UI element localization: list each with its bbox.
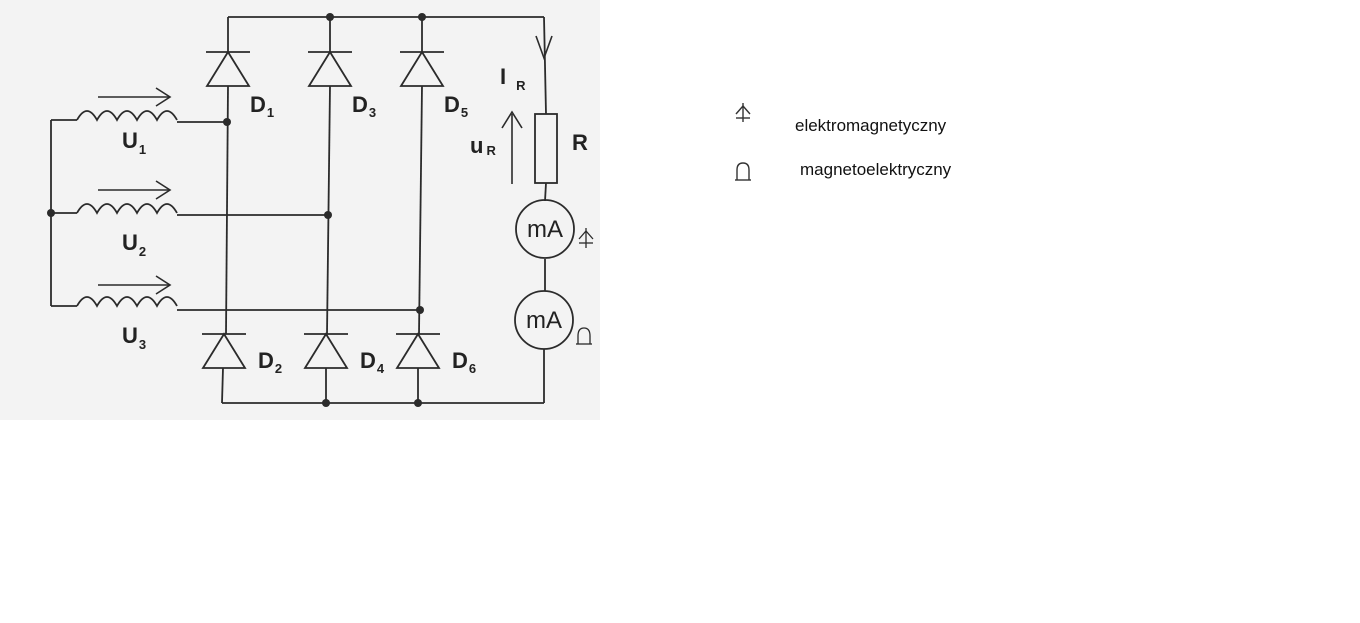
diode-d3-label: D3 (352, 92, 376, 120)
meter-2-label: mA (526, 307, 562, 334)
diode-d4 (303, 332, 349, 369)
diode-d6-label: D6 (452, 348, 476, 376)
column-2-mid-wire (326, 85, 331, 335)
diode-d2-label: D2 (258, 348, 282, 376)
milliammeter-2: mA (514, 290, 574, 350)
meter-1-label: mA (527, 216, 563, 243)
diode-d5-label: D5 (444, 92, 468, 120)
milliammeter-1: mA (515, 199, 575, 259)
voltage-arrow-head (501, 110, 523, 129)
junction-dot (47, 209, 55, 217)
junction-dot (223, 118, 231, 126)
diode-d2 (201, 332, 247, 369)
diode-d1-label: D1 (250, 92, 274, 120)
magnetoelectric-meter-icon (576, 327, 592, 345)
winding-2-arrow (98, 180, 172, 200)
diode-d4-label: D4 (360, 348, 385, 376)
legend-row-magnetoelectric: magnetoelektryczny (730, 158, 1050, 188)
electromagnetic-meter-icon (578, 228, 594, 248)
junction-dot (416, 306, 424, 314)
legend-magnetoelectric-text: magnetoelektryczny (800, 160, 952, 179)
diode-d1 (205, 50, 251, 87)
resistor-label: R (572, 130, 588, 155)
column-1-mid-wire (225, 85, 229, 335)
current-arrow (535, 35, 553, 61)
diode-d3 (307, 50, 353, 87)
magnetoelectric-meter-icon (735, 162, 751, 181)
junction-dot (414, 399, 422, 407)
winding-3-label: U3 (122, 323, 146, 352)
column-1-low-wire (221, 367, 224, 404)
load-wire-r-to-m1 (544, 182, 547, 202)
meter-type-legend: elektromagnetyczny magnetoelektryczny (730, 96, 1050, 196)
legend-row-electromagnetic: elektromagnetyczny (730, 100, 1050, 135)
column-3-mid-wire (418, 85, 423, 335)
junction-dot (324, 211, 332, 219)
junction-dot (418, 13, 426, 21)
scanned-figure-background (0, 0, 600, 420)
legend-electromagnetic-text: elektromagnetyczny (795, 116, 947, 135)
resistor-body (534, 113, 558, 184)
diode-d5 (399, 50, 445, 87)
winding-1-coil (76, 110, 178, 122)
winding-2-label: U2 (122, 230, 146, 259)
diode-d6 (395, 332, 441, 369)
winding-2-coil (76, 203, 178, 215)
winding-3-arrow (98, 275, 172, 295)
winding-3-coil (76, 296, 178, 308)
junction-dot (322, 399, 330, 407)
electromagnetic-meter-icon (735, 103, 751, 122)
load-wire-top (543, 16, 547, 115)
junction-dot (326, 13, 334, 21)
winding-1-label: U1 (122, 128, 146, 157)
winding-1-arrow (98, 87, 172, 107)
